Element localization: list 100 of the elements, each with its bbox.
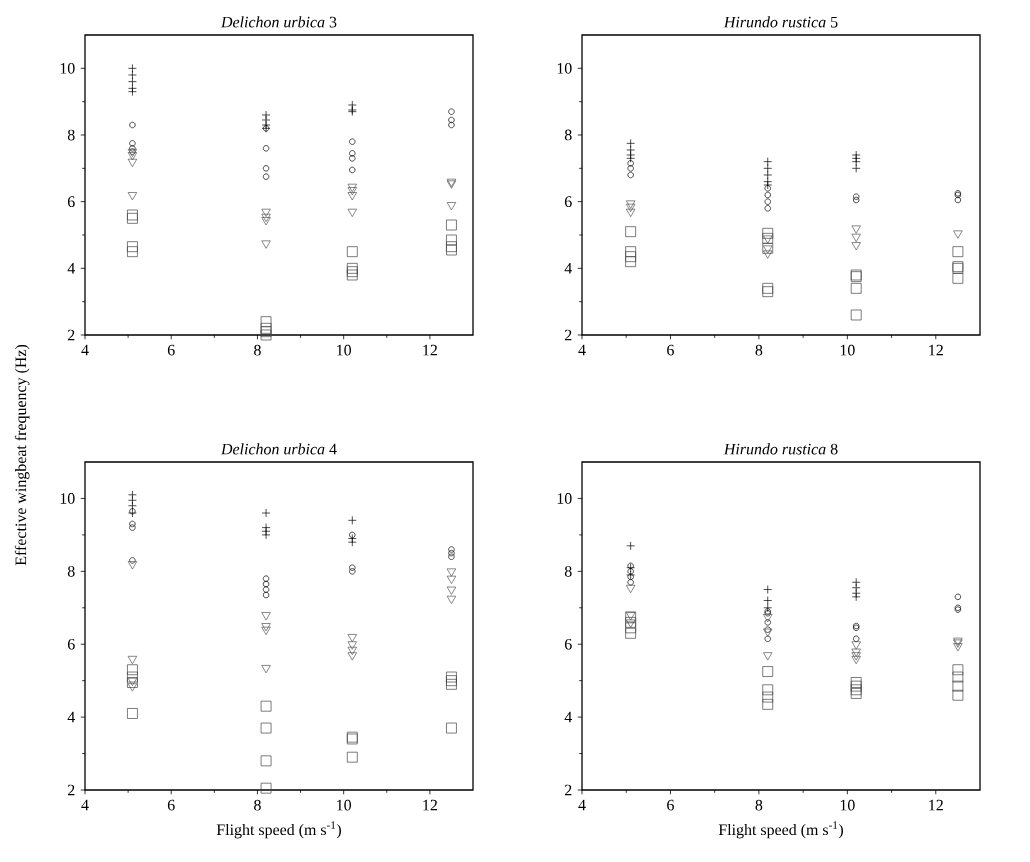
point bbox=[446, 202, 457, 211]
point bbox=[626, 541, 635, 551]
point bbox=[954, 196, 962, 204]
y-tick-label: 10 bbox=[557, 493, 572, 504]
x-tick-label: 12 bbox=[929, 344, 943, 356]
point bbox=[762, 666, 774, 677]
point bbox=[127, 158, 138, 168]
point bbox=[762, 691, 774, 703]
point bbox=[349, 531, 356, 539]
point bbox=[448, 121, 455, 129]
point bbox=[129, 508, 136, 515]
x-tick-label: 12 bbox=[423, 799, 437, 811]
point bbox=[261, 530, 271, 540]
point bbox=[448, 116, 455, 124]
point bbox=[349, 138, 356, 145]
point bbox=[853, 635, 860, 642]
point bbox=[762, 684, 774, 696]
point bbox=[448, 108, 455, 115]
point bbox=[128, 87, 137, 97]
point bbox=[764, 205, 771, 212]
x-tick-label: 10 bbox=[840, 344, 855, 356]
point bbox=[850, 677, 862, 688]
point bbox=[762, 286, 774, 298]
point bbox=[127, 561, 138, 570]
point bbox=[625, 584, 636, 594]
point bbox=[625, 226, 636, 238]
x-tick-label: 6 bbox=[167, 344, 175, 356]
point bbox=[261, 208, 271, 218]
point bbox=[127, 241, 138, 253]
point bbox=[952, 680, 964, 692]
point bbox=[625, 203, 636, 213]
point bbox=[763, 614, 773, 623]
point bbox=[129, 121, 136, 129]
point bbox=[347, 183, 357, 193]
y-tick-label: 2 bbox=[67, 329, 75, 341]
point bbox=[262, 580, 270, 588]
point bbox=[347, 208, 357, 218]
point bbox=[953, 230, 963, 239]
point bbox=[349, 568, 356, 575]
y-tick-label: 6 bbox=[564, 196, 572, 208]
point bbox=[446, 568, 457, 577]
x-tick-label: 4 bbox=[578, 344, 586, 356]
point bbox=[952, 689, 964, 701]
point bbox=[763, 596, 773, 605]
point bbox=[851, 225, 861, 234]
y-tick-label: 2 bbox=[564, 329, 572, 341]
point bbox=[262, 145, 270, 152]
y-tick-label: 6 bbox=[67, 196, 75, 208]
point bbox=[128, 70, 137, 80]
point bbox=[626, 570, 635, 580]
point bbox=[347, 192, 357, 201]
point bbox=[127, 246, 138, 258]
point bbox=[349, 150, 356, 157]
point bbox=[448, 553, 455, 560]
point bbox=[347, 515, 357, 525]
point bbox=[763, 603, 773, 613]
point bbox=[851, 648, 861, 657]
point bbox=[128, 77, 137, 87]
x-tick-label: 10 bbox=[337, 799, 352, 811]
point bbox=[626, 150, 635, 160]
point bbox=[764, 626, 771, 633]
y-tick-label: 8 bbox=[564, 565, 572, 577]
point bbox=[850, 684, 862, 696]
x-axis-title: Flight speed (m s$^{-1}$) bbox=[718, 821, 843, 839]
point bbox=[260, 782, 272, 794]
chart-title: Delichon urbica 3 bbox=[220, 16, 337, 28]
point bbox=[853, 193, 860, 200]
point bbox=[851, 163, 861, 173]
point bbox=[128, 63, 137, 73]
point bbox=[851, 592, 861, 602]
x-tick-label: 10 bbox=[840, 799, 855, 811]
point bbox=[127, 664, 138, 676]
point bbox=[347, 634, 357, 643]
point bbox=[851, 652, 861, 661]
chart-title: Hirundo rustica 5 bbox=[723, 16, 838, 28]
point bbox=[762, 282, 774, 294]
point bbox=[763, 170, 773, 180]
point bbox=[763, 585, 773, 594]
point bbox=[952, 272, 964, 284]
point bbox=[627, 165, 634, 172]
point bbox=[127, 655, 138, 665]
point bbox=[260, 700, 272, 712]
point bbox=[347, 652, 357, 661]
point bbox=[625, 627, 636, 639]
point bbox=[625, 622, 636, 634]
point bbox=[262, 575, 270, 582]
point bbox=[851, 233, 861, 243]
point bbox=[346, 751, 358, 763]
point bbox=[851, 577, 861, 587]
point bbox=[850, 688, 862, 699]
point bbox=[448, 549, 455, 557]
point bbox=[762, 699, 774, 710]
x-tick-label: 8 bbox=[254, 344, 261, 356]
point bbox=[625, 251, 636, 263]
point bbox=[952, 246, 964, 258]
point bbox=[128, 495, 137, 505]
point bbox=[446, 595, 457, 605]
y-tick-label: 2 bbox=[67, 784, 75, 796]
point bbox=[262, 591, 270, 599]
point bbox=[260, 755, 272, 767]
